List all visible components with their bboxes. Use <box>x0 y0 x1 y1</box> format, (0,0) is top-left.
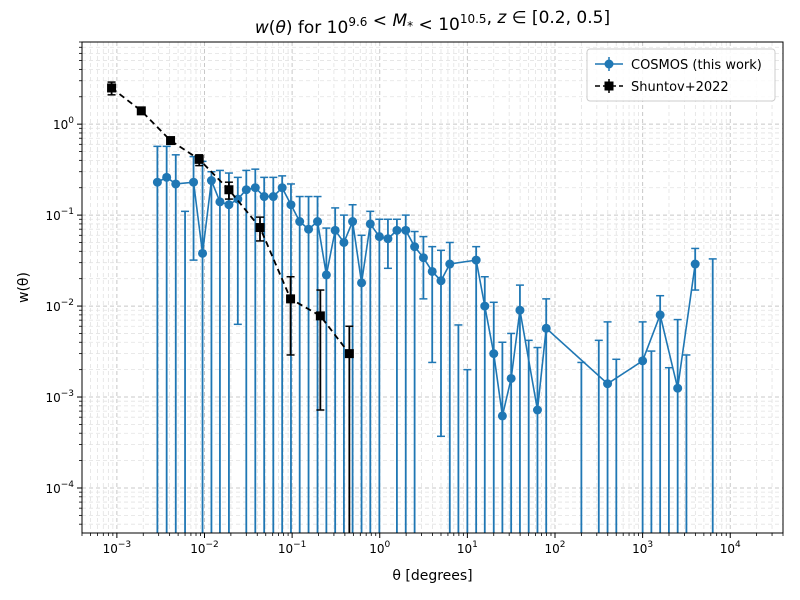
data-point <box>480 301 490 311</box>
legend-marker <box>604 81 614 91</box>
data-point <box>489 349 499 359</box>
data-point <box>171 179 181 189</box>
data-point <box>241 185 251 195</box>
data-point <box>401 225 411 235</box>
axis-ticks: 10−3 10−2 10−1 100 101 102 103 104 10−4 10−3 10−2 1… <box>45 41 784 556</box>
data-point <box>268 192 278 202</box>
legend-label: COSMOS (this work) <box>631 58 762 73</box>
data-point <box>255 223 265 233</box>
x-tick-label: 10−3 <box>103 540 132 556</box>
data-point <box>383 234 393 244</box>
data-point <box>638 356 648 366</box>
y-tick-label: 100 <box>53 116 74 132</box>
data-point <box>436 276 446 286</box>
legend-marker <box>604 59 614 69</box>
y-tick-label: 10−1 <box>45 207 74 223</box>
data-point <box>194 154 204 164</box>
data-point <box>515 305 525 315</box>
data-point <box>136 106 146 116</box>
data-point <box>532 405 542 415</box>
chart-title: w(θ) for 109.6 < M* < 1010.5, z ∈ [0.2, … <box>255 8 610 38</box>
x-axis-label: θ [degrees] <box>392 568 472 584</box>
data-point <box>259 192 269 202</box>
y-tick-label: 10−2 <box>45 298 74 314</box>
series-cosmos <box>152 145 717 533</box>
data-point <box>313 217 323 227</box>
data-point <box>655 310 665 320</box>
data-point <box>365 219 375 229</box>
data-point <box>224 185 234 195</box>
data-point <box>344 349 354 359</box>
legend-entry: Shuntov+2022 <box>595 79 729 95</box>
data-point <box>304 224 314 234</box>
legend-label: Shuntov+2022 <box>631 80 729 95</box>
x-tick-label: 10−2 <box>190 540 219 556</box>
data-point <box>673 383 683 393</box>
data-point <box>357 278 367 288</box>
legend: COSMOS (this work) Shuntov+2022 <box>586 48 776 102</box>
data-point <box>189 177 199 187</box>
data-point <box>277 183 287 193</box>
data-point <box>286 200 296 210</box>
plot-data <box>107 81 717 533</box>
data-point <box>339 237 349 247</box>
data-point <box>471 255 481 265</box>
data-point <box>162 172 172 182</box>
legend-entry: COSMOS (this work) <box>595 57 762 73</box>
data-point <box>107 83 117 93</box>
data-point <box>374 232 384 242</box>
data-point <box>330 225 340 235</box>
x-tick-label: 102 <box>544 540 565 556</box>
data-point <box>603 379 613 389</box>
data-point <box>321 270 331 280</box>
data-point <box>198 248 208 258</box>
y-tick-label: 10−3 <box>45 389 74 405</box>
data-point <box>392 225 402 235</box>
legend-box <box>586 48 776 102</box>
x-tick-label: 10−1 <box>278 540 307 556</box>
x-tick-label: 104 <box>720 540 741 556</box>
series-line <box>157 176 696 417</box>
data-point <box>427 266 437 276</box>
y-tick-label: 10−4 <box>45 480 74 496</box>
x-tick-label: 103 <box>632 540 653 556</box>
data-point <box>445 259 455 269</box>
x-tick-label: 101 <box>457 540 478 556</box>
y-axis-label: w(θ) <box>16 272 32 303</box>
x-tick-label: 100 <box>369 540 390 556</box>
data-point <box>295 217 305 227</box>
data-point <box>215 197 225 207</box>
data-point <box>286 294 296 304</box>
data-point <box>497 411 507 421</box>
data-point <box>315 311 325 321</box>
data-point <box>410 242 420 252</box>
data-point <box>166 136 176 146</box>
data-point <box>152 177 162 187</box>
data-point <box>506 373 516 383</box>
data-point <box>206 176 216 186</box>
data-point <box>348 217 358 227</box>
data-point <box>690 259 700 269</box>
data-point <box>250 183 260 193</box>
data-point <box>418 253 428 263</box>
data-point <box>224 200 234 210</box>
series-shuntov <box>107 81 354 533</box>
data-point <box>541 323 551 333</box>
